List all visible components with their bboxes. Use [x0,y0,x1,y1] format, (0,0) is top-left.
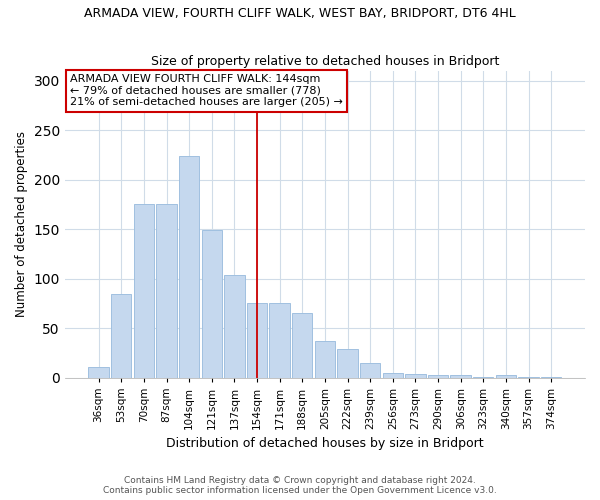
Bar [496,374,516,378]
Bar [111,294,131,378]
Text: ARMADA VIEW FOURTH CLIFF WALK: 144sqm
← 79% of detached houses are smaller (778): ARMADA VIEW FOURTH CLIFF WALK: 144sqm ← … [70,74,343,108]
Text: Contains HM Land Registry data © Crown copyright and database right 2024.
Contai: Contains HM Land Registry data © Crown c… [103,476,497,495]
Bar [247,304,267,378]
Bar [134,204,154,378]
X-axis label: Distribution of detached houses by size in Bridport: Distribution of detached houses by size … [166,437,484,450]
Bar [405,374,425,378]
Bar [360,362,380,378]
Y-axis label: Number of detached properties: Number of detached properties [15,132,28,318]
Bar [383,372,403,378]
Bar [202,230,222,378]
Bar [315,341,335,378]
Bar [179,156,199,378]
Bar [88,366,109,378]
Text: ARMADA VIEW, FOURTH CLIFF WALK, WEST BAY, BRIDPORT, DT6 4HL: ARMADA VIEW, FOURTH CLIFF WALK, WEST BAY… [84,8,516,20]
Bar [451,374,471,378]
Bar [541,376,562,378]
Bar [269,304,290,378]
Title: Size of property relative to detached houses in Bridport: Size of property relative to detached ho… [151,56,499,68]
Bar [337,349,358,378]
Bar [428,374,448,378]
Bar [224,274,245,378]
Bar [292,314,313,378]
Bar [157,204,176,378]
Bar [473,376,493,378]
Bar [518,376,539,378]
